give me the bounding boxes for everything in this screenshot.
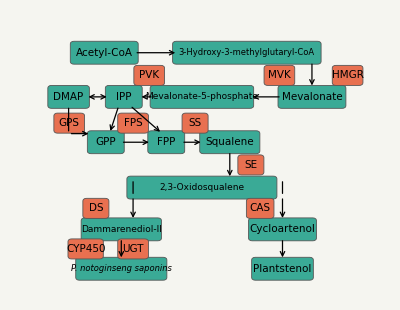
Text: UGT: UGT [122,244,144,254]
FancyBboxPatch shape [332,65,363,86]
FancyBboxPatch shape [127,176,277,199]
Text: HMGR: HMGR [332,70,364,80]
FancyBboxPatch shape [118,113,148,133]
FancyBboxPatch shape [238,155,264,175]
Text: CAS: CAS [250,203,271,213]
FancyBboxPatch shape [118,239,148,259]
FancyBboxPatch shape [148,131,185,154]
Text: Acetyl-CoA: Acetyl-CoA [76,48,133,58]
FancyBboxPatch shape [252,257,313,280]
FancyBboxPatch shape [246,198,274,218]
Text: FPS: FPS [124,118,142,128]
Text: Dammarenediol-II: Dammarenediol-II [81,225,162,234]
Text: PVK: PVK [139,70,159,80]
Text: FPP: FPP [157,137,176,147]
Text: 2,3-Oxidosqualene: 2,3-Oxidosqualene [159,183,244,192]
FancyBboxPatch shape [173,41,321,64]
Text: MVK: MVK [268,70,291,80]
FancyBboxPatch shape [134,65,164,86]
Text: CYP450: CYP450 [66,244,106,254]
Text: Mevalonate-5-phosphate: Mevalonate-5-phosphate [146,92,258,101]
FancyBboxPatch shape [87,131,124,154]
FancyBboxPatch shape [278,86,346,108]
Text: GPP: GPP [96,137,116,147]
Text: Squalene: Squalene [206,137,254,147]
Text: SE: SE [244,160,258,170]
Text: Mevalonate: Mevalonate [282,92,342,102]
Text: Plantstenol: Plantstenol [253,264,312,274]
Text: GPS: GPS [59,118,80,128]
FancyBboxPatch shape [150,86,254,108]
Text: Cycloartenol: Cycloartenol [250,224,316,234]
FancyBboxPatch shape [200,131,260,154]
FancyBboxPatch shape [68,239,103,259]
FancyBboxPatch shape [81,218,162,241]
Text: IPP: IPP [116,92,132,102]
FancyBboxPatch shape [105,86,142,108]
FancyBboxPatch shape [264,65,295,86]
FancyBboxPatch shape [182,113,208,133]
Text: SS: SS [188,118,202,128]
FancyBboxPatch shape [83,198,109,218]
Text: DMAP: DMAP [54,92,84,102]
Text: P. notoginseng saponins: P. notoginseng saponins [71,264,172,273]
FancyBboxPatch shape [248,218,316,241]
FancyBboxPatch shape [70,41,138,64]
Text: DS: DS [88,203,103,213]
FancyBboxPatch shape [76,257,167,280]
FancyBboxPatch shape [54,113,84,133]
Text: 3-Hydroxy-3-methylglutaryl-CoA: 3-Hydroxy-3-methylglutaryl-CoA [179,48,315,57]
FancyBboxPatch shape [48,86,89,108]
